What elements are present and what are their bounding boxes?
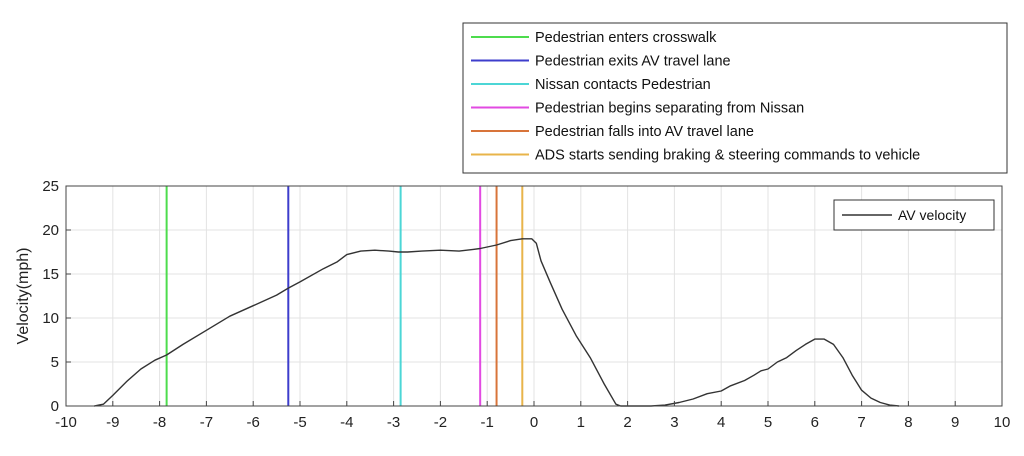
- x-tick-labels: -10 -9 -8 -7 -6 -5 -4 -3 -2 -1 0 1 2 3 4 5 6 7 8 9 10: [55, 401, 1010, 431]
- x-tick-label: 3: [670, 414, 678, 431]
- y-tick-label: 20: [42, 222, 59, 239]
- events-legend-label: Pedestrian begins separating from Nissan: [535, 101, 804, 117]
- y-tick-label: 10: [42, 310, 59, 327]
- x-tick-label: 8: [904, 414, 912, 431]
- y-tick-label: 5: [51, 354, 59, 371]
- x-tick-label: 0: [530, 414, 538, 431]
- series-legend-label: AV velocity: [898, 207, 966, 223]
- x-tick-label: 4: [717, 414, 725, 431]
- x-tick-label: -9: [106, 414, 119, 431]
- events-legend-box: [462, 22, 1008, 174]
- x-tick-label: 10: [994, 414, 1011, 431]
- x-tick-label: -10: [55, 414, 77, 431]
- x-tick-label: -1: [481, 414, 494, 431]
- x-tick-label: 5: [764, 414, 772, 431]
- events-legend-label: Pedestrian falls into AV travel lane: [535, 124, 754, 140]
- x-tick-label: 2: [623, 414, 631, 431]
- events-legend-label: Pedestrian exits AV travel lane: [535, 54, 731, 70]
- x-tick-label: -3: [387, 414, 400, 431]
- x-tick-label: 7: [857, 414, 865, 431]
- events-legend-label: Nissan contacts Pedestrian: [535, 77, 711, 93]
- y-axis-label: Velocity(mph): [15, 248, 32, 345]
- x-tick-label: -7: [200, 414, 213, 431]
- x-tick-label: 1: [577, 414, 585, 431]
- events-legend-label: Pedestrian enters crosswalk: [535, 30, 717, 46]
- x-tick-label: 9: [951, 414, 959, 431]
- x-tick-label: -6: [247, 414, 260, 431]
- x-tick-label: -2: [434, 414, 447, 431]
- x-tick-label: -8: [153, 414, 166, 431]
- y-tick-label: 25: [42, 178, 59, 195]
- series-legend: AV velocity: [833, 199, 995, 231]
- series-line-0: [93, 238, 900, 407]
- events-legend-label: ADS starts sending braking & steering co…: [535, 148, 920, 164]
- x-tick-label: 6: [811, 414, 819, 431]
- event-lines: [165, 186, 524, 406]
- x-tick-label: -5: [293, 414, 306, 431]
- y-tick-labels: 0 5 10 15 20 25: [42, 178, 71, 415]
- events-legend: Pedestrian enters crosswalk Pedestrian ex…: [462, 22, 1008, 174]
- y-tick-label: 0: [51, 398, 59, 415]
- y-tick-label: 15: [42, 266, 59, 283]
- x-tick-label: -4: [340, 414, 353, 431]
